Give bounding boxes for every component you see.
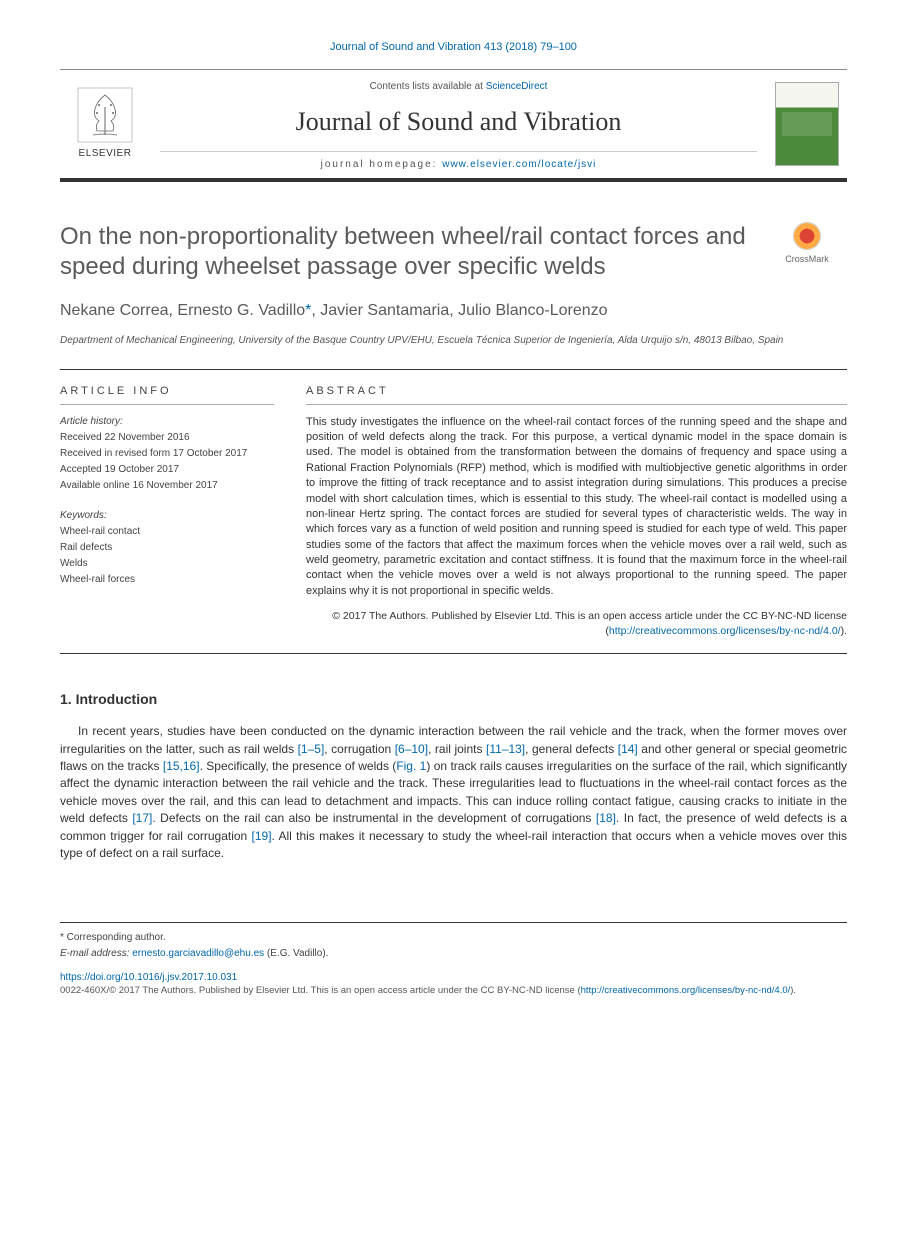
text-fragment: . Defects on the rail can also be instru…: [152, 811, 596, 825]
journal-cover-thumbnail: [767, 70, 847, 177]
authors-part1: Nekane Correa, Ernesto G. Vadillo: [60, 302, 305, 319]
keyword: Wheel-rail contact: [60, 525, 274, 539]
ref-link[interactable]: [6–10]: [395, 742, 428, 756]
abstract-heading: ABSTRACT: [306, 384, 847, 404]
ref-link[interactable]: [19]: [252, 829, 272, 843]
keyword: Rail defects: [60, 541, 274, 555]
ref-link[interactable]: [1–5]: [298, 742, 325, 756]
contents-prefix: Contents lists available at: [370, 81, 486, 92]
crossmark-widget[interactable]: CrossMark: [767, 222, 847, 266]
affiliation: Department of Mechanical Engineering, Un…: [60, 334, 847, 347]
revised-date: Received in revised form 17 October 2017: [60, 447, 274, 461]
article-title: On the non-proportionality between wheel…: [60, 222, 747, 282]
ref-link[interactable]: [17]: [132, 811, 152, 825]
history-label: Article history:: [60, 415, 274, 429]
text-fragment: , general defects: [525, 742, 618, 756]
cover-image: [775, 82, 839, 166]
issn-tail: ).: [790, 985, 796, 996]
authors-line: Nekane Correa, Ernesto G. Vadillo*, Javi…: [60, 300, 847, 322]
keyword: Wheel-rail forces: [60, 573, 274, 587]
section-1-heading: 1. Introduction: [60, 690, 847, 710]
text-fragment: . Specifically, the presence of welds (: [200, 759, 397, 773]
article-info-heading: ARTICLE INFO: [60, 384, 274, 404]
header-center: Contents lists available at ScienceDirec…: [150, 70, 767, 177]
ref-link[interactable]: [15,16]: [163, 759, 200, 773]
keywords-label: Keywords:: [60, 509, 274, 523]
email-link[interactable]: ernesto.garciavadillo@ehu.es: [132, 948, 264, 959]
email-line: E-mail address: ernesto.garciavadillo@eh…: [60, 947, 847, 961]
intro-paragraph: In recent years, studies have been condu…: [60, 723, 847, 862]
sciencedirect-link[interactable]: ScienceDirect: [486, 81, 548, 92]
abstract-copyright: © 2017 The Authors. Published by Elsevie…: [306, 609, 847, 638]
doi-line: https://doi.org/10.1016/j.jsv.2017.10.03…: [60, 971, 847, 985]
ref-link[interactable]: [18]: [596, 811, 616, 825]
homepage-link[interactable]: www.elsevier.com/locate/jsvi: [442, 159, 596, 170]
abstract-text: This study investigates the influence on…: [306, 415, 847, 600]
authors-part2: , Javier Santamaria, Julio Blanco-Lorenz…: [311, 302, 607, 319]
text-fragment: , corrugation: [324, 742, 394, 756]
footnotes: * Corresponding author. E-mail address: …: [60, 922, 847, 961]
crossmark-icon: [793, 222, 821, 250]
journal-reference: Journal of Sound and Vibration 413 (2018…: [60, 40, 847, 55]
issn-text: 0022-460X/© 2017 The Authors. Published …: [60, 985, 581, 996]
abstract: ABSTRACT This study investigates the inf…: [290, 370, 847, 652]
received-date: Received 22 November 2016: [60, 431, 274, 445]
contents-available: Contents lists available at ScienceDirec…: [160, 80, 757, 94]
publisher-name: ELSEVIER: [79, 147, 132, 161]
keyword: Welds: [60, 557, 274, 571]
figure-link[interactable]: Fig. 1: [396, 759, 426, 773]
publisher-logo: ELSEVIER: [60, 70, 150, 177]
footer-license-link[interactable]: http://creativecommons.org/licenses/by-n…: [581, 985, 791, 996]
copyright-tail: ).: [841, 625, 847, 637]
homepage-prefix: journal homepage:: [321, 159, 443, 170]
online-date: Available online 16 November 2017: [60, 479, 274, 493]
license-link[interactable]: http://creativecommons.org/licenses/by-n…: [609, 625, 841, 637]
ref-link[interactable]: [11–13]: [486, 742, 525, 756]
corresponding-author-note: * Corresponding author.: [60, 931, 847, 945]
doi-link[interactable]: https://doi.org/10.1016/j.jsv.2017.10.03…: [60, 972, 237, 983]
ref-link[interactable]: [14]: [618, 742, 638, 756]
elsevier-tree-icon: [77, 87, 133, 143]
email-tail: (E.G. Vadillo).: [264, 948, 328, 959]
crossmark-label: CrossMark: [785, 253, 829, 266]
accepted-date: Accepted 19 October 2017: [60, 463, 274, 477]
keywords-block: Keywords: Wheel-rail contact Rail defect…: [60, 509, 274, 587]
title-row: On the non-proportionality between wheel…: [60, 222, 847, 282]
article-info: ARTICLE INFO Article history: Received 2…: [60, 370, 290, 652]
footer-copyright: 0022-460X/© 2017 The Authors. Published …: [60, 985, 847, 997]
journal-homepage: journal homepage: www.elsevier.com/locat…: [160, 151, 757, 172]
journal-title: Journal of Sound and Vibration: [160, 104, 757, 140]
journal-header: ELSEVIER Contents lists available at Sci…: [60, 69, 847, 181]
meta-row: ARTICLE INFO Article history: Received 2…: [60, 369, 847, 653]
text-fragment: , rail joints: [428, 742, 486, 756]
email-label: E-mail address:: [60, 948, 132, 959]
